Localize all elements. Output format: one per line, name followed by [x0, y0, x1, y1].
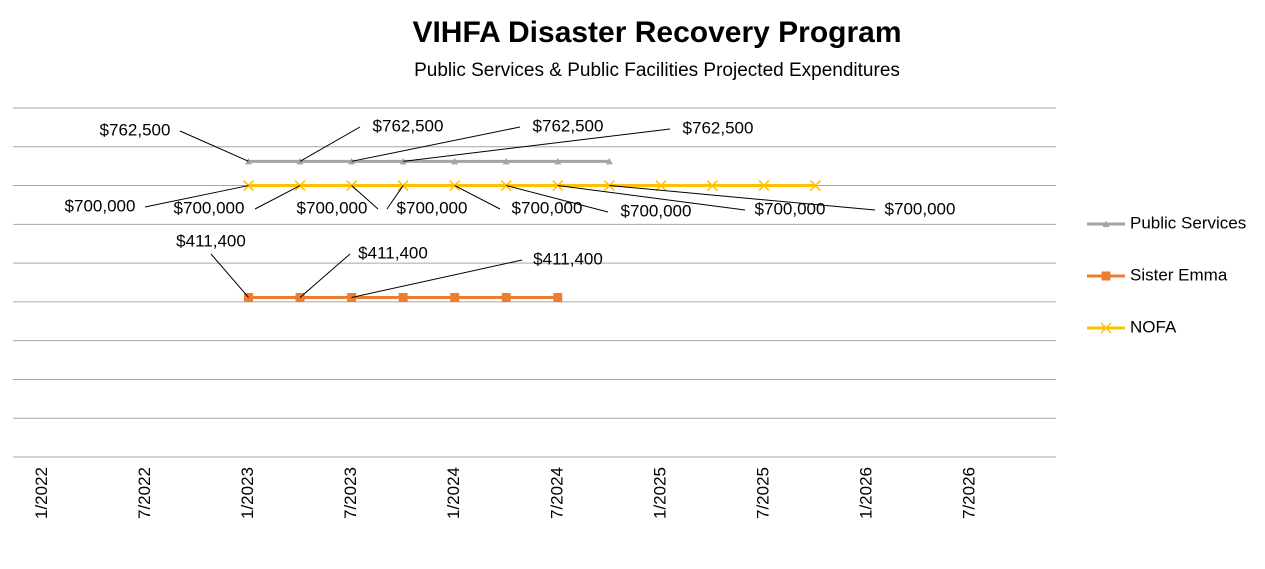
data-label: $700,000: [174, 198, 245, 217]
leader-line: [403, 128, 671, 162]
data-label: $762,500: [373, 116, 444, 135]
x-tick-label: 1/2023: [238, 467, 257, 519]
data-label: $762,500: [683, 118, 754, 137]
marker: [294, 180, 306, 192]
data-label: $700,000: [621, 201, 692, 220]
data-label: $700,000: [65, 196, 136, 215]
legend-label: Public Services: [1130, 213, 1246, 232]
marker: [655, 180, 667, 192]
x-tick-label: 1/2025: [650, 467, 669, 519]
marker: [450, 292, 460, 302]
marker: [1102, 220, 1110, 227]
leader-line: [454, 185, 501, 210]
leader-line: [210, 253, 249, 298]
data-label: $700,000: [512, 198, 583, 217]
x-tick-label: 7/2023: [341, 467, 360, 519]
leader-line: [254, 185, 301, 210]
legend-label: Sister Emma: [1130, 265, 1228, 284]
data-label: $762,500: [100, 120, 171, 139]
leader-line: [557, 185, 746, 211]
data-label: $700,000: [885, 199, 956, 218]
x-tick-label: 1/2024: [444, 467, 463, 519]
marker: [605, 157, 613, 165]
x-tick-label: 7/2024: [547, 467, 566, 519]
marker: [1101, 271, 1111, 281]
data-label: $411,400: [358, 243, 428, 262]
leader-line: [299, 126, 361, 162]
chart-title: VIHFA Disaster Recovery Program: [412, 16, 901, 49]
marker: [554, 157, 562, 165]
marker: [1100, 322, 1112, 334]
marker: [398, 292, 408, 302]
leader-line: [506, 185, 609, 213]
marker: [242, 180, 255, 192]
marker: [603, 180, 615, 192]
x-tick-label: 7/2025: [753, 467, 772, 519]
marker: [758, 180, 770, 192]
leader-line: [179, 130, 249, 162]
data-label: $700,000: [297, 198, 368, 217]
leader-line: [351, 185, 379, 210]
marker: [809, 180, 822, 192]
leader-line: [299, 253, 351, 298]
chart-subtitle: Public Services & Public Facilities Proj…: [414, 60, 900, 81]
x-tick-label: 1/2022: [32, 467, 51, 519]
leader-line: [386, 185, 404, 210]
data-label: $411,400: [533, 249, 603, 268]
x-tick-label: 7/2022: [135, 467, 154, 519]
x-tick-label: 1/2026: [857, 467, 876, 519]
legend-label: NOFA: [1130, 317, 1177, 336]
data-label: $411,400: [176, 231, 246, 250]
data-label: $700,000: [397, 198, 468, 217]
marker: [706, 180, 718, 192]
leader-line: [144, 185, 249, 208]
marker: [502, 157, 510, 165]
leader-line: [351, 259, 523, 298]
data-label: $762,500: [533, 116, 604, 135]
leader-line: [351, 126, 521, 162]
marker: [451, 157, 459, 165]
marker: [501, 292, 511, 302]
marker: [553, 292, 563, 302]
leader-line: [609, 185, 876, 211]
x-tick-label: 7/2026: [960, 467, 979, 519]
